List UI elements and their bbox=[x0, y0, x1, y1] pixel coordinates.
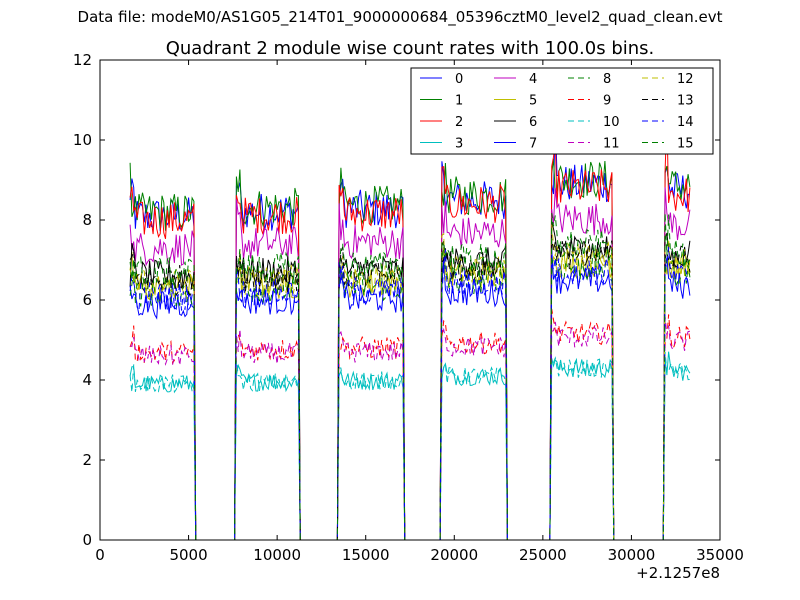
legend-label-0: 0 bbox=[455, 72, 463, 87]
legend-label-6: 6 bbox=[529, 115, 537, 130]
legend-label-7: 7 bbox=[529, 137, 537, 152]
x-tick-label: 30000 bbox=[608, 546, 656, 564]
legend-label-14: 14 bbox=[677, 115, 694, 130]
series-line-4 bbox=[129, 187, 691, 541]
legend-label-8: 8 bbox=[603, 72, 611, 87]
x-offset-label: +2.1257e8 bbox=[636, 564, 720, 582]
legend-label-10: 10 bbox=[603, 115, 620, 130]
x-tick-label: 0 bbox=[95, 546, 105, 564]
series-line-1 bbox=[129, 158, 691, 541]
series-line-5 bbox=[129, 246, 691, 541]
y-tick-label: 0 bbox=[82, 531, 92, 549]
y-tick-label: 4 bbox=[82, 371, 92, 389]
y-tick-label: 12 bbox=[73, 51, 92, 69]
series-line-12 bbox=[129, 224, 691, 541]
legend-label-3: 3 bbox=[455, 137, 463, 152]
legend-label-11: 11 bbox=[603, 137, 620, 152]
chart-title: Quadrant 2 module wise count rates with … bbox=[166, 38, 655, 59]
y-tick-label: 2 bbox=[82, 451, 92, 469]
x-tick-label: 10000 bbox=[253, 546, 301, 564]
series-line-9 bbox=[129, 308, 691, 541]
figure-suptitle: Data file: modeM0/AS1G05_214T01_90000006… bbox=[77, 8, 723, 26]
series-line-7 bbox=[129, 248, 691, 541]
legend-label-15: 15 bbox=[677, 137, 694, 152]
legend-box bbox=[410, 67, 714, 155]
series-lines bbox=[129, 115, 691, 541]
legend-label-5: 5 bbox=[529, 94, 537, 109]
x-tick-label: 35000 bbox=[696, 546, 744, 564]
legend-label-2: 2 bbox=[455, 115, 463, 130]
axis-ticks: 0 5000 10000 15000 20000 25000 30000 35000 0 2 4 6 8… bbox=[73, 51, 744, 564]
series-line-10 bbox=[129, 352, 690, 541]
x-tick-label: 25000 bbox=[519, 546, 567, 564]
series-line-3 bbox=[129, 351, 691, 541]
series-line-13 bbox=[129, 239, 691, 541]
series-line-11 bbox=[129, 317, 691, 541]
legend-label-13: 13 bbox=[677, 94, 694, 109]
legend-label-9: 9 bbox=[603, 94, 611, 109]
y-tick-label: 8 bbox=[82, 211, 92, 229]
x-tick-label: 5000 bbox=[169, 546, 207, 564]
y-tick-label: 6 bbox=[82, 291, 92, 309]
series-line-14 bbox=[129, 247, 691, 541]
legend-label-4: 4 bbox=[529, 72, 537, 87]
series-line-2 bbox=[129, 115, 691, 541]
y-tick-label: 10 bbox=[73, 131, 92, 149]
series-line-15 bbox=[129, 213, 691, 541]
x-tick-label: 15000 bbox=[342, 546, 390, 564]
series-line-8 bbox=[129, 249, 691, 541]
legend-label-1: 1 bbox=[455, 94, 463, 109]
legend-label-12: 12 bbox=[677, 72, 694, 87]
x-tick-label: 20000 bbox=[430, 546, 478, 564]
series-line-6 bbox=[129, 221, 691, 541]
